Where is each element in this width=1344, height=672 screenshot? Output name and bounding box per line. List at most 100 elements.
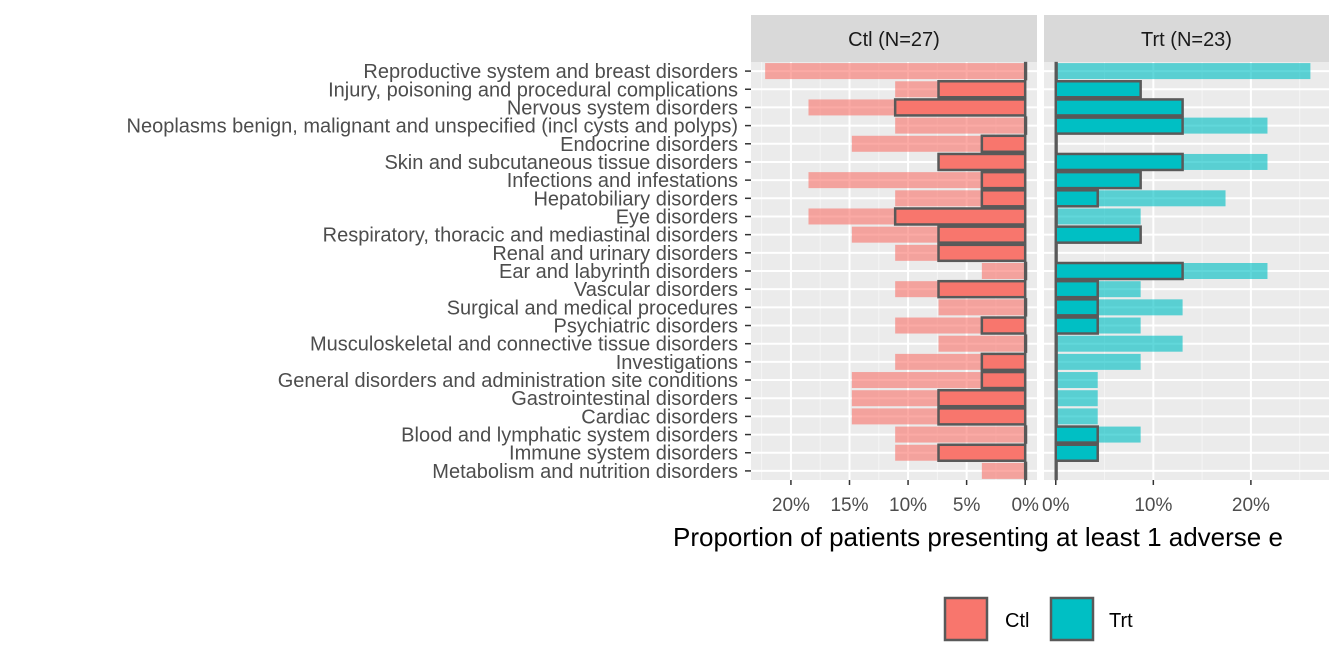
x-tick-label: 10% bbox=[889, 495, 927, 516]
bar-related-trt bbox=[1054, 243, 1058, 263]
x-tick-label: 20% bbox=[1232, 495, 1270, 516]
y-tick-label: Gastrointestinal disorders bbox=[511, 388, 738, 410]
facet-panels: Ctl (N=27) 20% 15% 10% 5% 0% Trt (N=23) 0% 10% 20… bbox=[751, 15, 1329, 516]
bar-all-trt bbox=[1055, 372, 1098, 389]
legend-key-trt bbox=[1049, 596, 1095, 642]
facet-strip-title-ctl: Ctl (N=27) bbox=[848, 29, 940, 51]
bar-related-ctl bbox=[937, 279, 1027, 299]
bar-related-trt bbox=[1054, 170, 1142, 190]
bar-related-trt bbox=[1054, 334, 1058, 353]
panel-trt: Trt (N=23) 0% 10% 20% bbox=[1042, 15, 1329, 516]
legend-label-trt: Trt bbox=[1109, 610, 1133, 632]
bar-all-ctl bbox=[808, 172, 1026, 189]
y-tick-label: Immune system disorders bbox=[509, 443, 738, 465]
y-tick-label: Neoplasms benign, malignant and unspecif… bbox=[127, 116, 738, 138]
bar-related-trt bbox=[1054, 352, 1058, 372]
bar-related-trt bbox=[1054, 261, 1184, 281]
x-tick-label: 5% bbox=[953, 495, 981, 516]
y-tick-label: General disorders and administration sit… bbox=[278, 370, 738, 392]
x-tick-label: 0% bbox=[1011, 495, 1039, 516]
x-tick-label: 0% bbox=[1042, 495, 1070, 516]
bar-all-trt bbox=[1055, 390, 1098, 407]
bar-all-ctl bbox=[938, 335, 1026, 352]
bar-related-ctl bbox=[937, 80, 1027, 99]
y-tick-label: Renal and urinary disorders bbox=[492, 243, 738, 265]
bar-related-ctl bbox=[937, 388, 1027, 408]
bar-all-trt bbox=[1055, 208, 1141, 225]
bar-related-trt bbox=[1054, 443, 1099, 462]
bar-related-ctl bbox=[893, 207, 1027, 226]
bar-related-ctl bbox=[937, 243, 1027, 263]
facet-strip-trt bbox=[1044, 15, 1329, 62]
bar-related-ctl bbox=[1023, 61, 1028, 81]
bar-all-ctl bbox=[938, 299, 1026, 316]
bar-all-ctl bbox=[981, 462, 1026, 479]
x-tick-label: 20% bbox=[772, 495, 810, 516]
y-tick-label: Investigations bbox=[616, 352, 738, 374]
bar-related-trt bbox=[1054, 80, 1142, 99]
bar-all-ctl bbox=[981, 263, 1026, 279]
y-tick-label: Skin and subcutaneous tissue disorders bbox=[384, 152, 738, 174]
y-tick-label: Nervous system disorders bbox=[507, 97, 738, 119]
bar-related-trt bbox=[1054, 152, 1184, 172]
bar-related-ctl bbox=[1023, 334, 1028, 353]
y-tick-label: Musculoskeletal and connective tissue di… bbox=[310, 334, 738, 356]
facet-strip-ctl bbox=[751, 15, 1037, 62]
bar-related-trt bbox=[1054, 388, 1058, 408]
bar-related-ctl bbox=[937, 152, 1027, 172]
y-tick-label: Hepatobiliary disorders bbox=[533, 188, 738, 210]
y-tick-label: Surgical and medical procedures bbox=[447, 297, 738, 319]
bar-related-ctl bbox=[937, 443, 1027, 462]
bar-related-trt bbox=[1054, 425, 1099, 444]
y-tick-label: Metabolism and nutrition disorders bbox=[432, 461, 738, 483]
y-tick-label: Cardiac disorders bbox=[581, 406, 738, 428]
bar-related-ctl bbox=[1023, 461, 1028, 481]
legend-label-ctl: Ctl bbox=[1005, 610, 1029, 632]
x-axis-title: Proportion of patients presenting at lea… bbox=[673, 522, 1283, 552]
y-tick-label: Endocrine disorders bbox=[560, 134, 738, 156]
bar-related-ctl bbox=[1023, 425, 1028, 444]
bar-related-trt bbox=[1054, 61, 1058, 81]
bar-all-trt bbox=[1055, 63, 1311, 80]
bar-related-trt bbox=[1054, 207, 1058, 226]
x-tick-label: 15% bbox=[830, 495, 868, 516]
bar-related-trt bbox=[1054, 189, 1099, 208]
facet-strip-title-trt: Trt (N=23) bbox=[1141, 29, 1232, 51]
bar-related-trt bbox=[1054, 98, 1184, 117]
bar-all-ctl bbox=[895, 426, 1026, 443]
y-tick-label: Ear and labyrinth disorders bbox=[499, 261, 738, 283]
bar-related-ctl bbox=[980, 170, 1027, 190]
y-tick-label: Respiratory, thoracic and mediastinal di… bbox=[323, 225, 738, 247]
bar-related-ctl bbox=[937, 225, 1027, 244]
bar-related-ctl bbox=[1023, 116, 1028, 135]
y-tick-label: Vascular disorders bbox=[574, 279, 738, 301]
bar-related-ctl bbox=[937, 407, 1027, 426]
bar-all-trt bbox=[1055, 408, 1098, 425]
bar-related-ctl bbox=[980, 189, 1027, 208]
y-tick-label: Psychiatric disorders bbox=[553, 316, 738, 338]
panel-ctl: Ctl (N=27) 20% 15% 10% 5% 0% bbox=[751, 15, 1039, 516]
bar-related-ctl bbox=[893, 98, 1027, 117]
x-tick-label: 10% bbox=[1134, 495, 1172, 516]
bar-related-ctl bbox=[1023, 298, 1028, 317]
y-tick-label: Reproductive system and breast disorders bbox=[363, 61, 738, 83]
legend: Ctl Trt bbox=[943, 596, 1133, 642]
bar-related-ctl bbox=[980, 134, 1027, 154]
y-tick-label: Blood and lymphatic system disorders bbox=[401, 425, 738, 447]
bar-related-trt bbox=[1054, 316, 1099, 335]
bar-related-trt bbox=[1054, 461, 1058, 481]
bar-related-trt bbox=[1054, 370, 1058, 390]
y-tick-label: Injury, poisoning and procedural complic… bbox=[328, 79, 738, 101]
bar-related-trt bbox=[1054, 279, 1099, 299]
bar-related-trt bbox=[1054, 116, 1184, 135]
bar-all-ctl bbox=[895, 117, 1026, 134]
bar-related-ctl bbox=[1023, 261, 1028, 281]
category-axis: Reproductive system and breast disorders… bbox=[127, 61, 751, 483]
legend-key-ctl bbox=[943, 596, 989, 642]
bar-related-trt bbox=[1054, 407, 1058, 426]
bar-all-ctl bbox=[765, 63, 1026, 80]
bar-related-ctl bbox=[980, 352, 1027, 372]
bar-related-ctl bbox=[980, 316, 1027, 335]
bar-all-trt bbox=[1055, 335, 1183, 352]
